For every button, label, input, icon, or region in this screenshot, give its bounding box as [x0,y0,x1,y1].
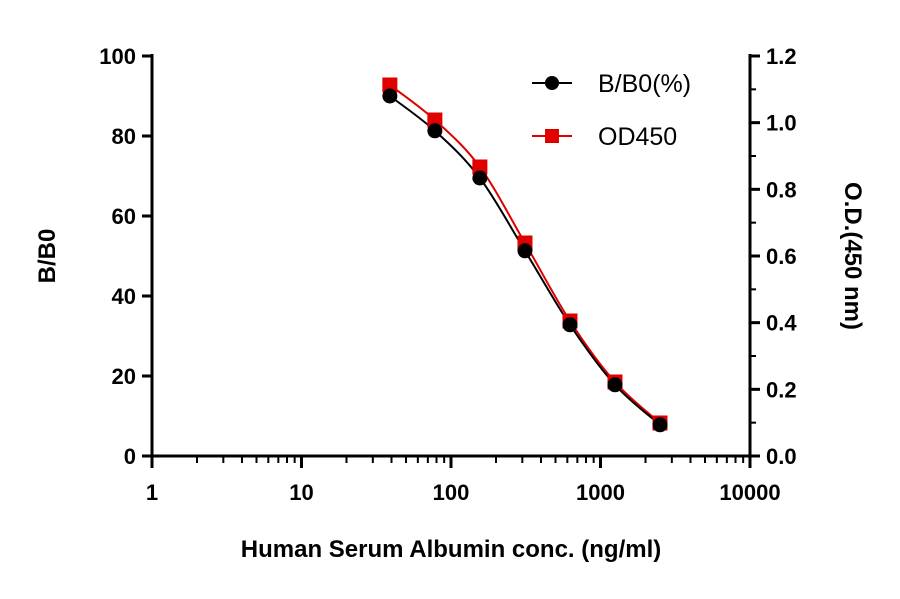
y2-tick-label: 0.2 [766,377,797,402]
legend: B/B0(%) OD450 [532,70,691,151]
bb0-point [652,417,668,433]
od450-point [382,77,398,93]
x-tick-label: 10000 [719,480,780,505]
data-points [382,77,668,433]
y-axis-title: B/B0 [34,229,61,284]
y2-axis-title: O.D.(450 nm) [839,182,866,330]
y2-tick-label: 0.6 [766,244,797,269]
x-tick-label: 100 [433,480,470,505]
bb0-point [607,377,623,393]
od450-point [472,159,488,175]
y2-tick-label: 0.4 [766,311,797,336]
x-tick-label: 10 [289,480,313,505]
y-tick-label: 100 [99,44,136,69]
x-tick-label: 1 [146,480,158,505]
od450-point [427,112,443,128]
y-tick-label: 40 [112,284,136,309]
legend-label-bb0: B/B0(%) [598,70,691,98]
legend-item-od450: OD450 [532,123,677,151]
x-tick-label: 1000 [576,480,625,505]
y-tick-label: 20 [112,364,136,389]
y2-tick-label: 1.2 [766,44,797,69]
y-tick-label: 60 [112,204,136,229]
y-tick-label: 80 [112,124,136,149]
x-axis-title: Human Serum Albumin conc. (ng/ml) [241,536,661,563]
y2-tick-label: 0.0 [766,444,797,469]
bb0-point [517,243,533,259]
bb0-point [472,170,488,186]
y2-tick-label: 1.0 [766,111,797,136]
legend-label-od450: OD450 [598,123,677,151]
axes: 0 20 40 60 80 100 0.0 0.2 0.4 0.6 0.8 1.0 1.2 1 10 100 1… [99,44,797,505]
legend-circle-marker [545,76,559,90]
legend-item-bb0: B/B0(%) [532,70,691,98]
y-tick-label: 0 [124,444,136,469]
bb0-point [382,88,398,104]
legend-square-marker [545,129,559,143]
y2-tick-label: 0.8 [766,177,797,202]
bb0-point [427,123,443,139]
bb0-point [562,317,578,333]
